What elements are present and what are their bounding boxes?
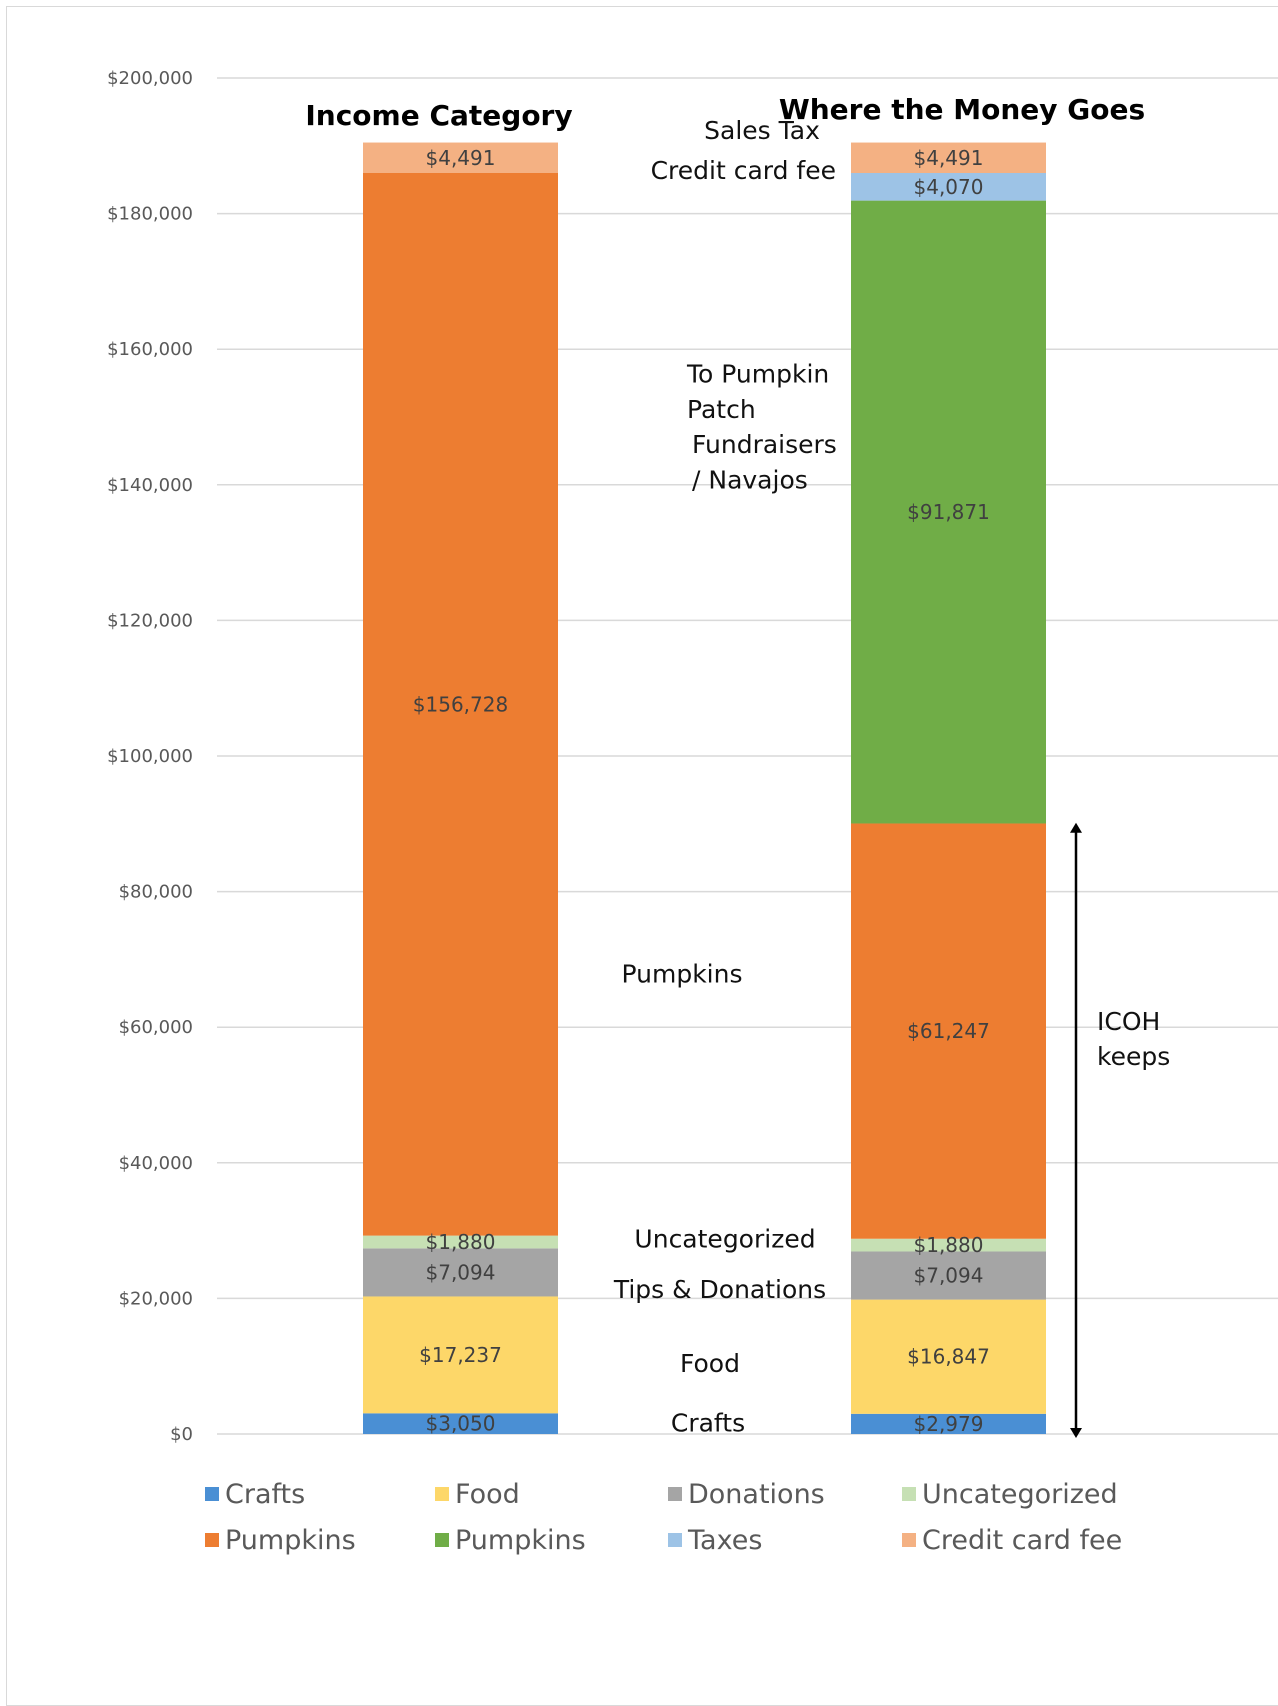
legend-swatch <box>435 1487 449 1501</box>
data-label: $3,050 <box>426 1412 496 1436</box>
bar-segment <box>851 1251 1046 1300</box>
data-label: $4,491 <box>426 146 496 170</box>
data-label: $91,871 <box>907 500 990 524</box>
y-tick-label: $20,000 <box>119 1288 193 1309</box>
legend: Crafts Food Donations Uncategorized Pumpkins… <box>205 1479 1122 1556</box>
legend-label: Uncategorized <box>922 1479 1118 1510</box>
y-tick-label: $40,000 <box>119 1153 193 1174</box>
legend-swatch <box>668 1533 682 1547</box>
bar-segment <box>363 1296 558 1414</box>
data-label: $4,070 <box>914 175 984 199</box>
arrowhead-down <box>1070 1428 1082 1438</box>
annotation-label: Credit card fee <box>651 156 836 185</box>
legend-swatch <box>902 1487 916 1501</box>
bar-segment <box>851 142 1046 174</box>
annotation-label: Uncategorized <box>634 1225 815 1254</box>
annotation-label: Sales Tax <box>704 116 820 145</box>
legend-swatch <box>205 1533 219 1547</box>
legend-swatch <box>205 1487 219 1501</box>
bar-segment <box>851 1299 1046 1414</box>
segment-labels: $3,050 $17,237 $7,094 $1,880 $156,728 $4,491 $… <box>413 146 990 1436</box>
legend-swatch <box>902 1533 916 1547</box>
bar-segment <box>363 172 558 1236</box>
data-label: $1,880 <box>914 1233 984 1257</box>
y-axis-tick-labels: $0 $20,000 $40,000 $60,000 $80,000 $100,000 $1… <box>107 68 193 1445</box>
data-label: $7,094 <box>914 1264 984 1288</box>
bracket-label: keeps <box>1097 1042 1170 1071</box>
legend-label: Pumpkins <box>455 1525 586 1556</box>
bar-segment <box>851 200 1046 824</box>
annotation-label: Fundraisers <box>692 430 837 459</box>
y-tick-label: $120,000 <box>107 610 193 631</box>
bar-segment <box>363 1413 558 1434</box>
annotation-label: Patch <box>687 395 756 424</box>
data-label: $1,880 <box>426 1230 496 1254</box>
y-tick-label: $200,000 <box>107 68 193 89</box>
column-titles: Income Category Where the Money Goes <box>305 93 1145 132</box>
annotation-label: Food <box>680 1349 740 1378</box>
bracket-label: ICOH <box>1097 1007 1160 1036</box>
legend-label: Taxes <box>687 1525 762 1556</box>
y-tick-label: $80,000 <box>119 882 193 903</box>
data-label: $61,247 <box>907 1019 990 1043</box>
annotation-label: Tips & Donations <box>613 1275 826 1304</box>
bar-segment <box>851 1238 1046 1252</box>
y-tick-label: $140,000 <box>107 475 193 496</box>
bar-segment <box>851 1413 1046 1434</box>
legend-swatch <box>668 1487 682 1501</box>
legend-label: Donations <box>688 1479 825 1510</box>
y-tick-label: $0 <box>170 1424 193 1445</box>
data-label: $16,847 <box>907 1345 990 1369</box>
icoh-bracket: ICOH keeps <box>1070 822 1170 1438</box>
stacked-bar-chart: $0 $20,000 $40,000 $60,000 $80,000 $100,000 $1… <box>107 68 1278 1556</box>
y-tick-label: $180,000 <box>107 204 193 225</box>
bar-segment <box>363 142 558 173</box>
bar-segment <box>363 1235 558 1249</box>
bar-segment <box>851 173 1046 201</box>
annotation-label: Pumpkins <box>622 960 743 989</box>
annotation-label: / Navajos <box>692 465 808 494</box>
legend-label: Crafts <box>225 1479 305 1510</box>
bar-segment <box>851 823 1046 1239</box>
annotations: Sales Tax Credit card fee To Pumpkin Patch F… <box>613 116 837 1437</box>
data-label: $7,094 <box>426 1260 496 1284</box>
arrowhead-up <box>1070 822 1082 833</box>
chart-frame: $0 $20,000 $40,000 $60,000 $80,000 $100,000 $1… <box>6 6 1278 1706</box>
legend-swatch <box>435 1533 449 1547</box>
data-label: $17,237 <box>419 1343 502 1367</box>
bars <box>363 142 1046 1434</box>
data-label: $2,979 <box>914 1412 984 1436</box>
data-label: $4,491 <box>914 146 984 170</box>
annotation-label: To Pumpkin <box>686 360 829 389</box>
bar-segment <box>363 1248 558 1297</box>
data-label: $156,728 <box>413 692 508 716</box>
legend-label: Credit card fee <box>922 1525 1122 1556</box>
column-title: Income Category <box>305 99 572 132</box>
y-tick-label: $100,000 <box>107 746 193 767</box>
annotation-label: Crafts <box>671 1408 745 1437</box>
column-title: Where the Money Goes <box>779 93 1145 126</box>
y-tick-label: $60,000 <box>119 1017 193 1038</box>
legend-label: Food <box>455 1479 520 1510</box>
y-tick-label: $160,000 <box>107 339 193 360</box>
legend-label: Pumpkins <box>225 1525 356 1556</box>
